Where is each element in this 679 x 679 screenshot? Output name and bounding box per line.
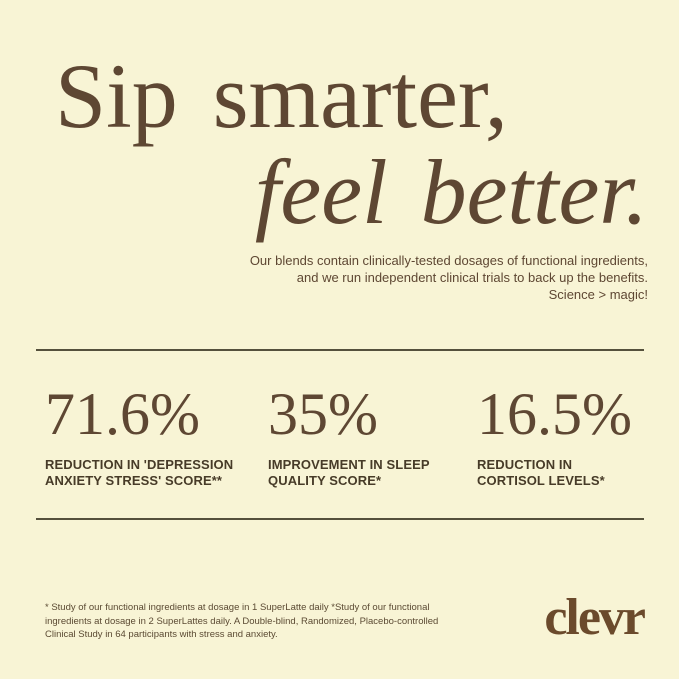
subtitle-line-3: Science > magic! (548, 287, 648, 302)
stat-sleep-quality: 35% Improvement in Sleep Quality Score* (268, 384, 443, 489)
stat-label: Reduction in 'Depression Anxiety Stress'… (45, 457, 234, 488)
divider-bottom (36, 518, 644, 520)
stat-cortisol-levels: 16.5% Reduction in Cortisol Levels* (477, 384, 647, 489)
stat-label: Improvement in Sleep Quality Score* (268, 457, 430, 488)
hero-section: Sip smarter, feel better. Our blends con… (55, 50, 648, 303)
headline-line-2: feel better. (254, 141, 648, 243)
subtitle-line-2: and we run independent clinical trials t… (296, 270, 648, 285)
stat-depression-anxiety-stress: 71.6% Reduction in 'Depression Anxiety S… (45, 384, 245, 489)
study-disclaimer: * Study of our functional ingredients at… (45, 602, 439, 640)
headline-line-1: Sip smarter, (55, 45, 508, 147)
clevr-logo: clevr (544, 589, 646, 646)
stat-value: 71.6% (45, 381, 200, 447)
stat-value: 16.5% (477, 381, 632, 447)
stat-label: Reduction in Cortisol Levels* (477, 457, 605, 488)
hero-subtitle: Our blends contain clinically-tested dos… (55, 252, 648, 303)
stat-value: 35% (268, 381, 378, 447)
divider-top (36, 349, 644, 351)
subtitle-line-1: Our blends contain clinically-tested dos… (249, 253, 648, 268)
